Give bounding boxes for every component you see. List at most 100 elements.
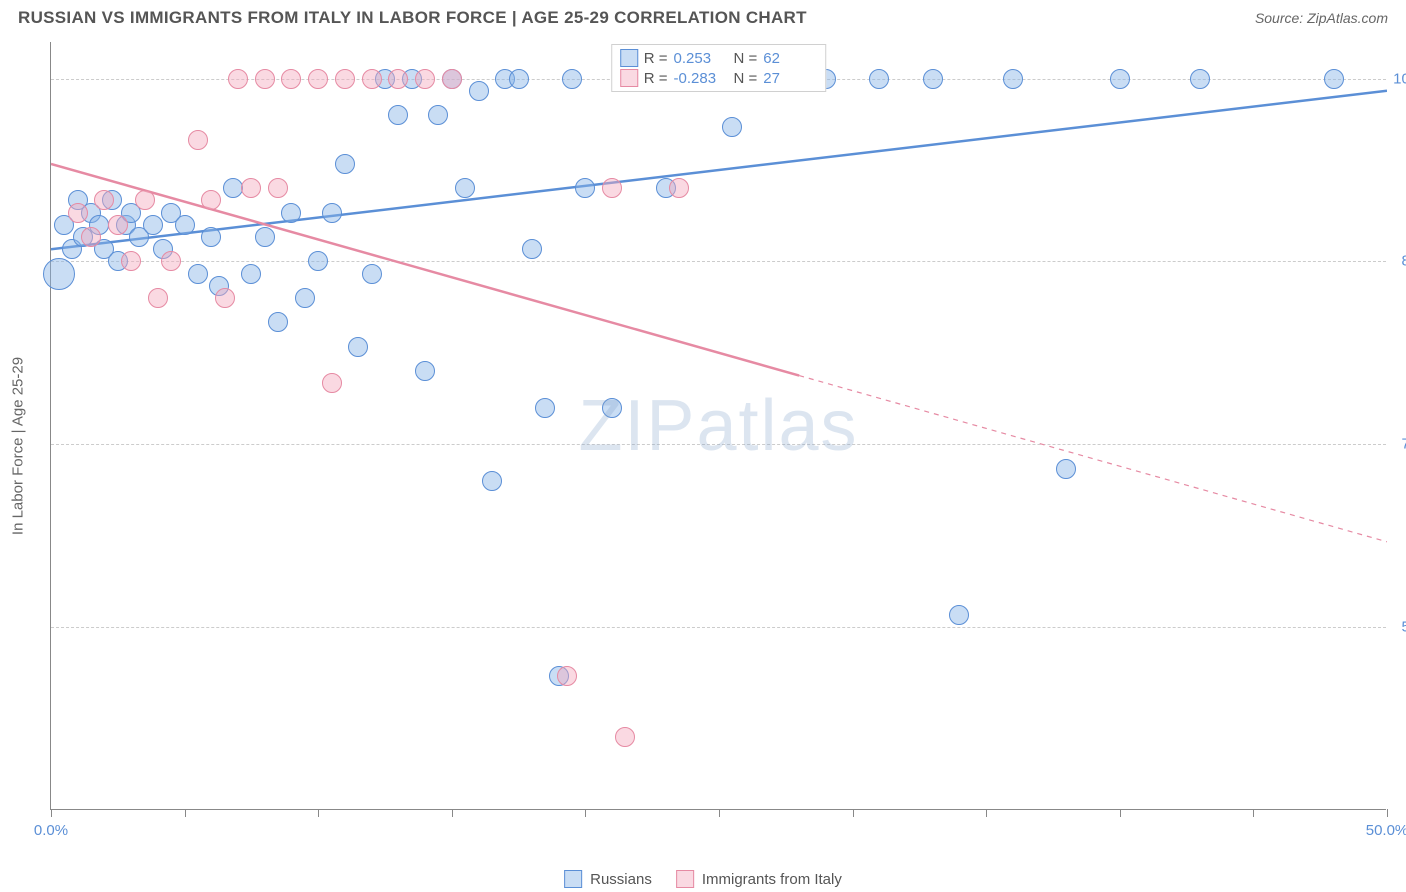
y-tick-label: 55.0%: [1401, 619, 1406, 636]
data-point: [602, 178, 622, 198]
y-tick-label: 70.0%: [1401, 436, 1406, 453]
x-tick: [51, 809, 52, 817]
data-point: [562, 69, 582, 89]
data-point: [68, 203, 88, 223]
data-point: [442, 69, 462, 89]
chart-plot-area: ZIPatlas R =0.253N =62R =-0.283N =27 55.…: [50, 42, 1386, 810]
data-point: [135, 190, 155, 210]
data-point: [281, 203, 301, 223]
n-label: N =: [734, 50, 758, 67]
data-point: [415, 361, 435, 381]
y-axis-label: In Labor Force | Age 25-29: [10, 357, 27, 535]
data-point: [388, 69, 408, 89]
data-point: [308, 69, 328, 89]
data-point: [228, 69, 248, 89]
legend-swatch: [620, 69, 638, 87]
n-label: N =: [734, 70, 758, 87]
watermark: ZIPatlas: [578, 385, 858, 467]
data-point: [188, 264, 208, 284]
data-point: [522, 239, 542, 259]
data-point: [175, 215, 195, 235]
data-point: [949, 605, 969, 625]
data-point: [1324, 69, 1344, 89]
data-point: [94, 190, 114, 210]
r-value: -0.283: [674, 70, 728, 87]
data-point: [255, 227, 275, 247]
data-point: [335, 154, 355, 174]
data-point: [188, 130, 208, 150]
data-point: [241, 178, 261, 198]
data-point: [322, 203, 342, 223]
series-legend: Russians Immigrants from Italy: [564, 870, 842, 888]
data-point: [362, 69, 382, 89]
legend-label: Immigrants from Italy: [702, 871, 842, 888]
chart-title: RUSSIAN VS IMMIGRANTS FROM ITALY IN LABO…: [18, 8, 807, 28]
x-tick: [853, 809, 854, 817]
legend-swatch: [676, 870, 694, 888]
data-point: [308, 251, 328, 271]
legend-swatch: [620, 49, 638, 67]
data-point: [615, 727, 635, 747]
x-tick: [585, 809, 586, 817]
gridline: [51, 444, 1386, 445]
data-point: [268, 312, 288, 332]
data-point: [455, 178, 475, 198]
data-point: [268, 178, 288, 198]
data-point: [428, 105, 448, 125]
data-point: [223, 178, 243, 198]
legend-label: Russians: [590, 871, 652, 888]
x-tick: [1387, 809, 1388, 817]
r-label: R =: [644, 70, 668, 87]
data-point: [215, 288, 235, 308]
data-point: [1003, 69, 1023, 89]
x-tick: [1253, 809, 1254, 817]
data-point: [535, 398, 555, 418]
gridline: [51, 627, 1386, 628]
data-point: [161, 251, 181, 271]
x-tick: [1120, 809, 1121, 817]
trendlines-layer: [51, 42, 1387, 810]
data-point: [722, 117, 742, 137]
data-point: [335, 69, 355, 89]
n-value: 62: [763, 50, 817, 67]
n-value: 27: [763, 70, 817, 87]
data-point: [415, 69, 435, 89]
legend-item: Immigrants from Italy: [676, 870, 842, 888]
data-point: [201, 190, 221, 210]
data-point: [1056, 459, 1076, 479]
data-point: [281, 69, 301, 89]
data-point: [602, 398, 622, 418]
data-point: [362, 264, 382, 284]
data-point: [322, 373, 342, 393]
data-point: [43, 258, 75, 290]
data-point: [143, 215, 163, 235]
data-point: [388, 105, 408, 125]
data-point: [923, 69, 943, 89]
data-point: [108, 215, 128, 235]
r-value: 0.253: [674, 50, 728, 67]
data-point: [255, 69, 275, 89]
correlation-legend: R = 0.253 N = 62 R = -0.283 N = 27: [611, 44, 827, 92]
x-tick: [452, 809, 453, 817]
data-point: [469, 81, 489, 101]
legend-stat-row: R = 0.253 N = 62: [620, 48, 818, 68]
data-point: [869, 69, 889, 89]
data-point: [575, 178, 595, 198]
data-point: [148, 288, 168, 308]
x-tick: [318, 809, 319, 817]
legend-stat-row: R = -0.283 N = 27: [620, 68, 818, 88]
data-point: [1110, 69, 1130, 89]
data-point: [121, 251, 141, 271]
data-point: [557, 666, 577, 686]
data-point: [482, 471, 502, 491]
data-point: [1190, 69, 1210, 89]
r-label: R =: [644, 50, 668, 67]
legend-item: Russians: [564, 870, 652, 888]
gridline: [51, 261, 1386, 262]
y-tick-label: 100.0%: [1393, 70, 1406, 87]
legend-swatch: [564, 870, 582, 888]
data-point: [201, 227, 221, 247]
x-tick: [986, 809, 987, 817]
y-tick-label: 85.0%: [1401, 253, 1406, 270]
x-tick-label: 0.0%: [34, 822, 68, 839]
